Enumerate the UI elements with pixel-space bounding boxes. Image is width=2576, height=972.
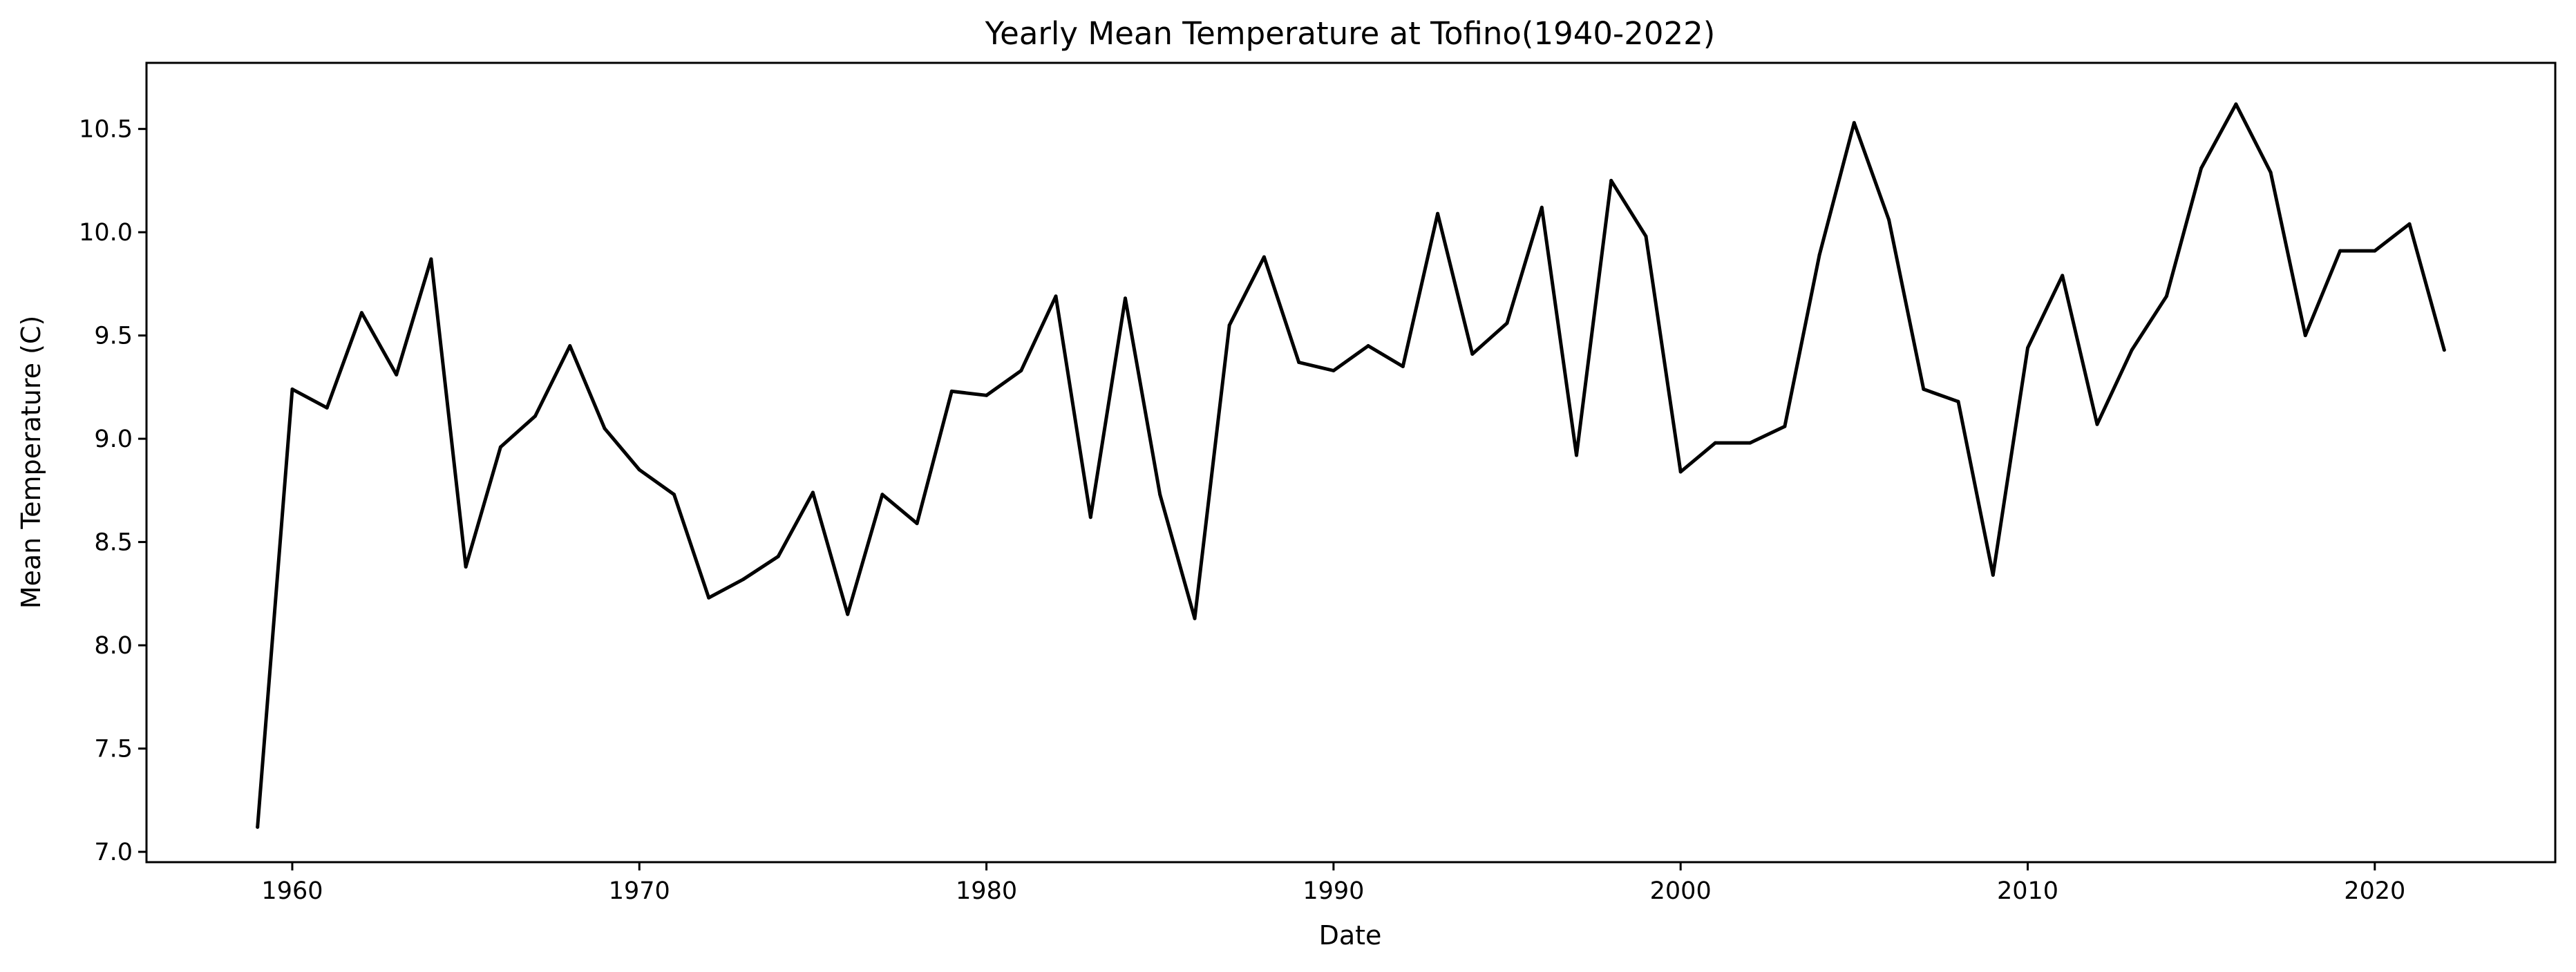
data-point bbox=[2373, 249, 2377, 253]
y-tick-label: 9.5 bbox=[94, 323, 133, 350]
data-point bbox=[1401, 365, 1405, 368]
plot-area-frame bbox=[145, 61, 2557, 864]
data-point bbox=[2095, 422, 2099, 426]
data-point bbox=[429, 257, 433, 261]
x-tick-label: 1980 bbox=[956, 877, 1017, 905]
data-point bbox=[1158, 493, 1162, 497]
data-point bbox=[1332, 369, 1336, 372]
data-point bbox=[256, 825, 260, 829]
data-point bbox=[1088, 515, 1092, 520]
data-point bbox=[1644, 234, 1648, 238]
data-point bbox=[1054, 294, 1058, 298]
y-tick-label: 10.0 bbox=[79, 219, 133, 247]
data-point bbox=[2269, 171, 2273, 174]
y-axis-label: Mean Temperature (C) bbox=[16, 316, 46, 609]
data-point bbox=[2303, 334, 2307, 338]
data-point bbox=[1713, 441, 1717, 445]
data-point bbox=[2130, 348, 2134, 352]
x-axis: 1960 1970 1980 1990 2000 2010 2020 bbox=[261, 862, 2405, 905]
data-point bbox=[880, 493, 884, 497]
y-tick-label: 7.0 bbox=[94, 839, 133, 866]
data-point bbox=[1852, 121, 1856, 125]
data-point bbox=[2338, 249, 2342, 253]
data-point bbox=[915, 522, 919, 526]
data-point bbox=[1540, 205, 1544, 209]
y-axis: 7.0 7.5 8.0 8.5 9.0 9.5 10.0 10.5 bbox=[79, 116, 146, 866]
data-point bbox=[672, 493, 676, 497]
data-point bbox=[395, 372, 399, 377]
data-point bbox=[1366, 344, 1370, 348]
y-tick-label: 9.0 bbox=[94, 426, 133, 453]
x-tick-label: 1970 bbox=[609, 877, 670, 905]
data-point bbox=[464, 565, 468, 569]
data-points bbox=[256, 102, 2446, 829]
data-point bbox=[1817, 253, 1821, 257]
data-point bbox=[498, 445, 502, 449]
data-point bbox=[2026, 346, 2029, 350]
x-axis-label: Date bbox=[1319, 920, 1382, 951]
data-point bbox=[2442, 348, 2446, 352]
data-point bbox=[568, 344, 572, 348]
data-point bbox=[1124, 296, 1127, 301]
data-point bbox=[1748, 441, 1752, 445]
data-point bbox=[1956, 399, 1960, 403]
data-point bbox=[603, 426, 607, 430]
x-tick-label: 1990 bbox=[1303, 877, 1364, 905]
y-tick-label: 8.0 bbox=[94, 632, 133, 660]
x-tick-label: 2010 bbox=[1997, 877, 2058, 905]
y-tick-label: 7.5 bbox=[94, 736, 133, 763]
data-point bbox=[1436, 211, 1440, 216]
data-point bbox=[2199, 166, 2204, 170]
data-point bbox=[1297, 361, 1301, 364]
data-point bbox=[325, 406, 329, 410]
data-point bbox=[707, 595, 711, 600]
data-point bbox=[1470, 352, 1475, 356]
data-point bbox=[985, 393, 989, 397]
data-point bbox=[741, 577, 746, 581]
data-point bbox=[1262, 255, 1266, 259]
data-point bbox=[1227, 323, 1231, 327]
x-tick-label: 2020 bbox=[2344, 877, 2405, 905]
data-point bbox=[290, 387, 294, 391]
data-point bbox=[637, 468, 641, 472]
x-tick-label: 1960 bbox=[261, 877, 323, 905]
data-point bbox=[533, 414, 538, 418]
data-point bbox=[1609, 178, 1613, 182]
data-point bbox=[2407, 222, 2412, 226]
y-tick-label: 10.5 bbox=[79, 116, 133, 144]
data-point bbox=[1887, 218, 1891, 222]
data-point bbox=[811, 490, 815, 495]
x-tick-label: 2000 bbox=[1650, 877, 1712, 905]
data-point bbox=[1505, 321, 1509, 325]
data-point bbox=[359, 311, 363, 315]
data-point bbox=[2164, 294, 2168, 298]
data-point bbox=[1922, 387, 1926, 391]
data-point bbox=[1678, 470, 1683, 474]
data-point bbox=[1575, 453, 1578, 457]
data-point bbox=[949, 389, 954, 393]
data-point bbox=[2061, 274, 2065, 278]
data-point bbox=[1019, 369, 1023, 372]
temperature-series-line bbox=[256, 102, 2446, 829]
data-point bbox=[1193, 616, 1197, 620]
data-point bbox=[776, 555, 780, 558]
data-point bbox=[2234, 102, 2238, 106]
data-point bbox=[1783, 424, 1787, 428]
data-point bbox=[846, 612, 850, 616]
chart-title: Yearly Mean Temperature at Tofino(1940-2… bbox=[985, 15, 1716, 52]
data-point bbox=[1991, 573, 1995, 577]
y-tick-label: 8.5 bbox=[94, 529, 133, 557]
